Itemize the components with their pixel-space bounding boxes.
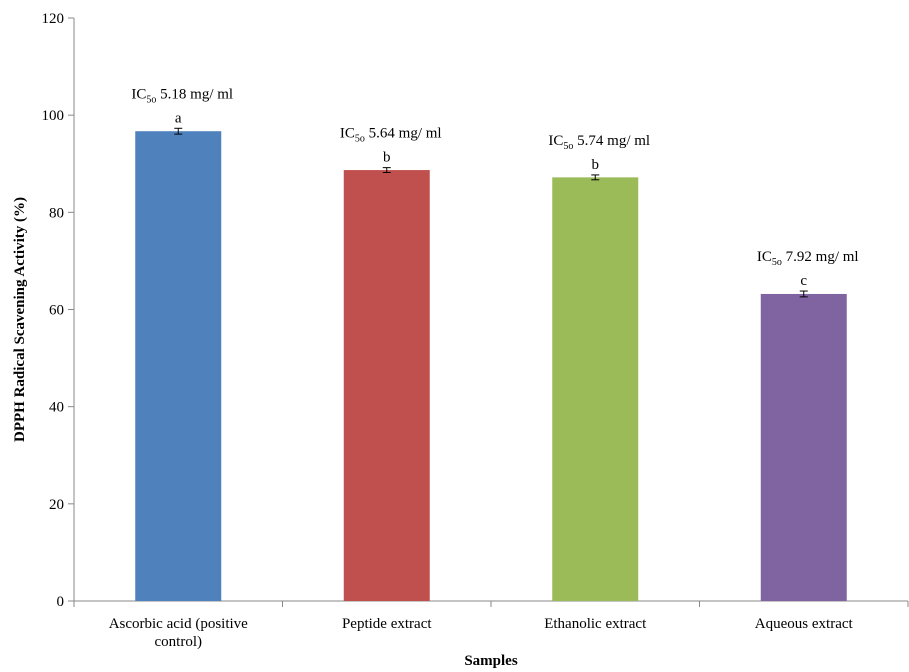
bar <box>760 293 847 601</box>
y-axis-title: DPPH Radical Scavening Activity (%) <box>12 197 28 442</box>
y-tick-label: 20 <box>49 497 64 513</box>
y-tick-label: 120 <box>42 11 65 27</box>
significance-letter: a <box>175 110 182 126</box>
x-axis-title: Samples <box>464 653 518 669</box>
ic50-annotation: IC5o 5.18 mg/ ml <box>131 86 233 105</box>
y-tick-label: 80 <box>49 205 64 221</box>
category-label: Aqueous extract <box>755 616 854 632</box>
category-label: Ethanolic extract <box>544 616 647 632</box>
bar <box>135 131 222 602</box>
y-tick-label: 40 <box>49 400 64 416</box>
bar <box>552 177 639 601</box>
y-tick-label: 60 <box>49 303 64 319</box>
significance-letter: c <box>800 273 807 289</box>
bar <box>343 170 430 601</box>
ic50-annotation: IC5o 7.92 mg/ ml <box>757 249 859 268</box>
y-tick-label: 100 <box>42 108 65 124</box>
category-label: Peptide extract <box>342 616 432 632</box>
labels: a IC5o 5.18 mg/ ml Ascorbic acid (positive… <box>109 86 859 650</box>
significance-letter: b <box>592 157 600 173</box>
y-tick-label: 0 <box>57 594 65 610</box>
significance-letter: b <box>383 150 391 166</box>
ic50-annotation: IC5o 5.64 mg/ ml <box>340 126 442 145</box>
ic50-annotation: IC5o 5.74 mg/ ml <box>548 133 650 152</box>
bars <box>135 127 847 602</box>
category-label: Ascorbic acid (positive control) <box>109 616 248 650</box>
